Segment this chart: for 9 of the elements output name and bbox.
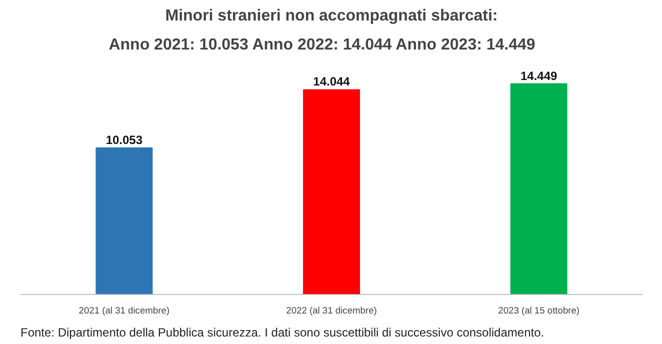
source-note: Fonte: Dipartimento della Pubblica sicurezza. I dati sono suscettibili di successivo consolidamento. (20, 326, 544, 340)
x-tick-label: 2021 (al 31 dicembre) (78, 306, 170, 316)
data-label: 14.044 (313, 74, 350, 89)
x-tick-label: 2023 (al 15 ottobre) (498, 306, 580, 316)
chart-title: Minori stranieri non accompagnati sbarcati: (165, 8, 498, 24)
chart-subtitle: Anno 2021: 10.053 Anno 2022: 14.044 Anno 2023: 14.449 (108, 36, 536, 54)
data-label: 14.449 (520, 68, 558, 83)
data-label: 10.053 (106, 132, 143, 147)
x-tick-label: 2022 (al 31 dicembre) (286, 306, 377, 316)
